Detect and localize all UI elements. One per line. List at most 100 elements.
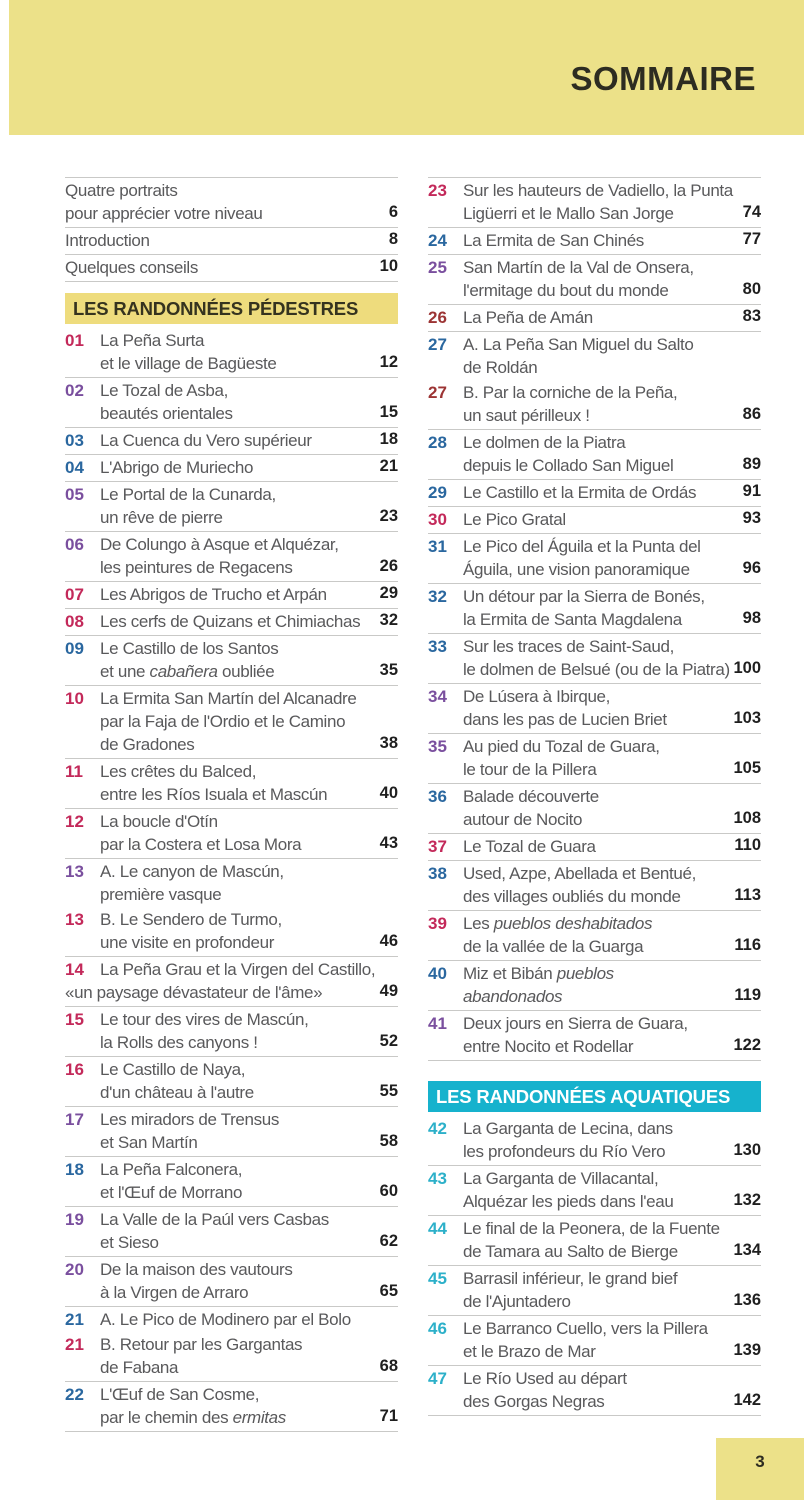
entry-page-number: 52 xyxy=(379,1032,398,1050)
entry-page-number: 91 xyxy=(742,482,761,500)
entry-title-line: entre Nocito et Rodellar xyxy=(463,1037,634,1056)
entry-page-number: 142 xyxy=(733,1391,761,1409)
toc-entry-main: 08 Les cerfs de Quizans et Chimiachas xyxy=(65,610,398,633)
toc-entry-main: 11 Les crêtes du Balced, entre les Ríos Is… xyxy=(65,760,398,806)
toc-entry: 05 Le Portal de la Cunarda, un rêve de pie… xyxy=(65,482,398,532)
toc-entry-part: 11 Les crêtes du Balced, entre les Ríos Is… xyxy=(65,760,398,806)
entry-page-number: 134 xyxy=(733,1241,761,1259)
toc-entry-main: 36 Balade découverte autour de Nocito xyxy=(428,785,761,831)
toc-entry-part: 17 Les miradors de Trensus et San Martín xyxy=(65,1108,398,1154)
entry-title-line: La Valle de la Paúl vers Casbas xyxy=(100,1210,329,1229)
toc-entry-part: Introduction xyxy=(65,229,398,252)
entry-title-line: autour de Nocito xyxy=(463,810,583,829)
entry-number: 33 xyxy=(428,637,447,656)
toc-entry-main: 13 A. Le canyon de Mascún, première vasque… xyxy=(65,860,398,954)
toc-entry: 18 La Peña Falconera, et l'Œuf de Morrano 6… xyxy=(65,1157,398,1207)
toc-entry-part: 28 Le dolmen de la Piatra depuis le Collad… xyxy=(428,431,761,477)
entry-title-line: de Tamara au Salto de Bierge xyxy=(463,1242,678,1261)
toc-entry-part: 31 Le Pico del Águila et la Punta del Águi… xyxy=(428,535,761,581)
toc-entry-part: 30 Le Pico Gratal xyxy=(428,508,761,531)
toc-entry: 24 La Ermita de San Chinés 77 xyxy=(428,228,761,255)
toc-entry-part: 39 Les pueblos deshabitados de la vallée d… xyxy=(428,912,761,958)
toc-entry-main: 38 Used, Azpe, Abellada et Bentué, des vil… xyxy=(428,862,761,908)
entry-title-line: beautés orientales xyxy=(100,404,233,423)
entry-title-line: La Peña Grau et la Virgen del Castillo, xyxy=(100,960,376,979)
toc-entry-main: 04 L'Abrigo de Muriecho xyxy=(65,456,398,479)
page-title: SOMMAIRE xyxy=(570,60,756,97)
toc-entry-main: 12 La boucle d'Otín par la Costera et Losa… xyxy=(65,810,398,856)
entry-number: 15 xyxy=(65,1010,84,1029)
entry-number: 08 xyxy=(65,612,84,631)
entry-title-line: de Roldán xyxy=(463,358,538,377)
entry-number: 30 xyxy=(428,510,447,529)
entry-number: 03 xyxy=(65,431,84,450)
entry-title-line: A. Le canyon de Mascún, xyxy=(100,862,284,881)
toc-entry-part: 02 Le Tozal de Asba, beautés orientales xyxy=(65,379,398,425)
toc-entry-part: 15 Le tour des vires de Mascún, la Rolls d… xyxy=(65,1008,398,1054)
entry-title-line: La Ermita San Martín del Alcanadre xyxy=(100,689,357,708)
entry-number: 26 xyxy=(428,308,447,327)
toc-entry-part: 16 Le Castillo de Naya, d'un château à l'a… xyxy=(65,1058,398,1104)
toc-entry: 08 Les cerfs de Quizans et Chimiachas 32 xyxy=(65,609,398,636)
toc-entry-main: 28 Le dolmen de la Piatra depuis le Collad… xyxy=(428,431,761,477)
entry-title-line: de Gradones xyxy=(100,735,195,754)
toc-entry-part: 01 La Peña Surta et le village de Bagüeste xyxy=(65,329,398,375)
entry-number: 45 xyxy=(428,1269,447,1288)
entry-title-line: Barrasil inférieur, le grand bief xyxy=(463,1269,678,1288)
entry-title-line: des Gorgas Negras xyxy=(463,1392,605,1411)
toc-entry: 04 L'Abrigo de Muriecho 21 xyxy=(65,455,398,482)
entry-page-number: 113 xyxy=(734,886,761,904)
entry-title-line: Le Río Used au départ xyxy=(463,1369,627,1388)
toc-entry: 39 Les pueblos deshabitados de la vallée d… xyxy=(428,911,761,961)
entry-title-line: entre les Ríos Isuala et Mascún xyxy=(100,785,328,804)
toc-entry-main: 29 Le Castillo et la Ermita de Ordás xyxy=(428,481,761,504)
toc-entry-main: 16 Le Castillo de Naya, d'un château à l'a… xyxy=(65,1058,398,1104)
toc-entry-main: Quatre portraits pour apprécier votre niv… xyxy=(65,179,398,225)
entry-page-number: 46 xyxy=(379,932,398,950)
entry-number: 36 xyxy=(428,787,447,806)
toc-entry-main: 18 La Peña Falconera, et l'Œuf de Morrano xyxy=(65,1158,398,1204)
toc-entry-part: 29 Le Castillo et la Ermita de Ordás xyxy=(428,481,761,504)
entry-number: 14 xyxy=(65,960,84,979)
entry-page-number: 103 xyxy=(733,709,761,727)
entry-number: 27 xyxy=(428,383,447,402)
toc-entry: 31 Le Pico del Águila et la Punta del Águi… xyxy=(428,534,761,584)
toc-entry-part: 21 A. Le Pico de Modinero par el Bolo xyxy=(65,1308,398,1331)
entry-number: 18 xyxy=(65,1160,84,1179)
toc-entry-part: 21 B. Retour par les Gargantas de Fabana xyxy=(65,1333,398,1379)
entry-title-line: Les pueblos deshabitados xyxy=(463,914,653,933)
entry-title-line: Le Castillo de Naya, xyxy=(100,1060,246,1079)
entry-title-line: L'Abrigo de Muriecho xyxy=(100,458,254,477)
entry-number: 21 xyxy=(65,1310,84,1329)
entry-number: 04 xyxy=(65,458,84,477)
toc-entry: 07 Les Abrigos de Trucho et Arpán 29 xyxy=(65,582,398,609)
toc-entry-part: 26 La Peña de Amán xyxy=(428,306,761,329)
entry-title-line: Les miradors de Trensus xyxy=(100,1110,280,1129)
entry-page-number: 49 xyxy=(379,982,398,1000)
entry-page-number: 98 xyxy=(742,609,761,627)
section-header-aquatiques: LES RANDONNÉES AQUATIQUES xyxy=(428,1081,761,1112)
entry-number: 37 xyxy=(428,837,447,856)
entry-number: 41 xyxy=(428,1014,447,1033)
entry-title-line: Quelques conseils xyxy=(65,258,198,277)
toc-entry-part: 08 Les cerfs de Quizans et Chimiachas xyxy=(65,610,398,633)
toc-entry-main: 15 Le tour des vires de Mascún, la Rolls d… xyxy=(65,1008,398,1054)
toc-entry-main: 21 A. Le Pico de Modinero par el Bolo 21 B.… xyxy=(65,1308,398,1379)
entry-title-line: Sur les traces de Saint-Saud, xyxy=(463,637,674,656)
toc-entry: 11 Les crêtes du Balced, entre les Ríos Is… xyxy=(65,759,398,809)
entry-number: 20 xyxy=(65,1260,84,1279)
toc-entry-part: 05 Le Portal de la Cunarda, un rêve de pie… xyxy=(65,483,398,529)
entry-page-number: 29 xyxy=(379,584,398,602)
entry-title-line: La boucle d'Otín xyxy=(100,812,218,831)
entry-number: 31 xyxy=(428,537,447,556)
toc-entry-main: 46 Le Barranco Cuello, vers la Pillera et … xyxy=(428,1317,761,1363)
toc-entry-main: 24 La Ermita de San Chinés xyxy=(428,229,761,252)
toc-entry: 43 La Garganta de Villacantal, Alquézar le… xyxy=(428,1166,761,1216)
entry-number: 47 xyxy=(428,1369,447,1388)
toc-entry-part: 38 Used, Azpe, Abellada et Bentué, des vil… xyxy=(428,862,761,908)
toc-entry-main: 20 De la maison des vautours à la Virgen d… xyxy=(65,1258,398,1304)
toc-entry-main: 07 Les Abrigos de Trucho et Arpán xyxy=(65,583,398,606)
toc-entry: 14 La Peña Grau et la Virgen del Castillo… xyxy=(65,957,398,1007)
entry-title-line: B. Le Sendero de Turmo, xyxy=(100,910,282,929)
